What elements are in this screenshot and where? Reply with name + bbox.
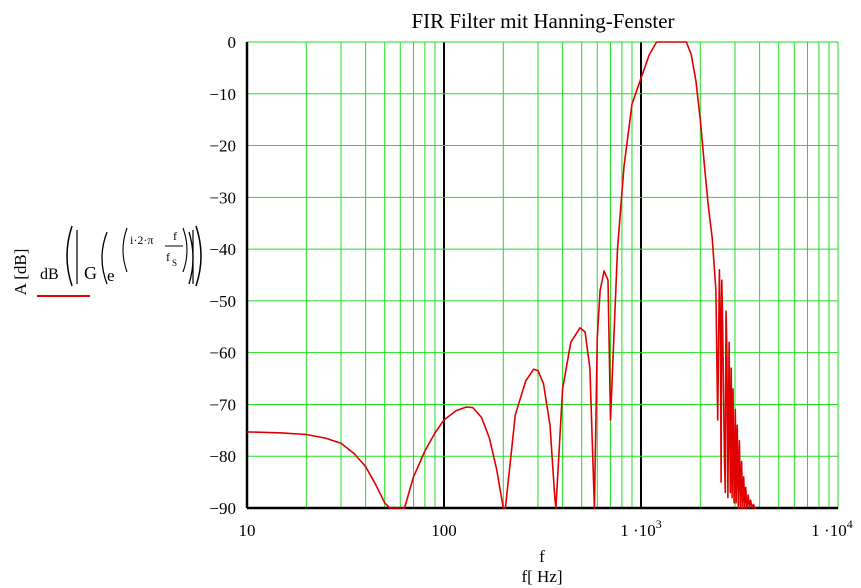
x-tick-label: 1 ·103 [620,517,661,540]
y-tick-label: −50 [209,292,236,311]
x-axis-label-variable: f [539,547,545,566]
legend-outer-paren-right [195,225,202,287]
legend-e: e [107,266,115,285]
legend-expression: dB G e i·2·π f f S [37,225,202,297]
legend-exp-paren-left [122,227,128,273]
y-tick-label: −60 [209,344,236,363]
series-line [246,41,757,509]
plot-frame [245,41,839,510]
legend-inner-paren-left [101,231,108,285]
x-tick-exponent: 4 [847,517,853,531]
legend-denominator-sub: S [172,258,177,268]
y-tick-label: −90 [209,499,236,518]
y-tick-label: 0 [228,33,237,52]
x-tick-labels: 10 100 1 ·103 1 ·104 [239,517,853,540]
grid [246,41,839,509]
legend-numerator: f [173,229,177,243]
x-axis-label: f[ Hz] [521,567,562,586]
y-tick-label: −80 [209,447,236,466]
y-tick-label: −20 [209,137,236,156]
legend-exponent: i·2·π [130,233,153,247]
legend-db: dB [40,266,59,283]
x-tick-exponent: 3 [656,517,662,531]
legend-exp-paren-right [182,227,188,273]
y-tick-label: −40 [209,240,236,259]
legend-denominator: f [166,250,170,264]
x-tick-label: 10 [239,521,256,540]
y-tick-label: −10 [209,85,236,104]
y-tick-label: −30 [209,188,236,207]
plot-border [246,41,839,509]
x-tick-label: 1 ·104 [811,517,852,540]
x-tick-label: 100 [431,521,457,540]
chart-title: FIR Filter mit Hanning-Fenster [411,9,674,33]
y-axis-label: A [dB] [11,249,30,296]
y-tick-label: −70 [209,395,236,414]
legend-outer-paren-left [66,225,73,287]
series-group [246,41,757,509]
legend-g: G [84,263,97,283]
y-tick-labels: 0 −10 −20 −30 −40 −50 −60 −70 −80 −90 [209,33,236,518]
